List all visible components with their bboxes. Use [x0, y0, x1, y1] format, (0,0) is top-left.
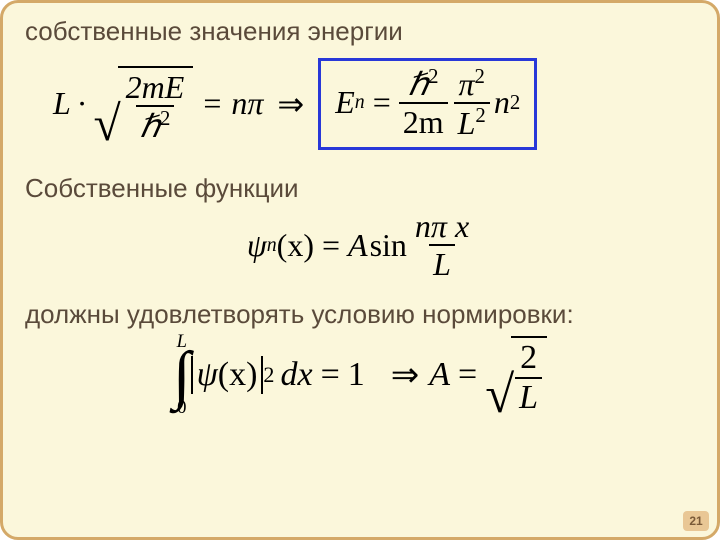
slide: собственные значения энергии L · √ 2mE ℏ…: [0, 0, 720, 540]
equation-eigenfunction: ψn (x) = A sin nπ x L: [25, 210, 695, 280]
sym-x: (x): [277, 227, 314, 264]
sym-eq4: =: [321, 356, 340, 394]
int-lower: 0: [177, 401, 186, 416]
sym-eq3: =: [322, 227, 340, 264]
sym-L2: L: [458, 105, 476, 141]
heading-eigenvalues: собственные значения энергии: [25, 15, 695, 48]
sup-2e: 2: [510, 91, 520, 115]
sym-pi: π: [247, 85, 263, 122]
sym-A: A: [348, 227, 368, 264]
sqrt-2-L: √ 2 L: [485, 336, 547, 415]
sym-E: E: [335, 84, 355, 121]
sup-2d: 2: [475, 104, 485, 127]
frac-pi2-L2: π2 L2: [454, 67, 490, 139]
sym-psi2: ψ: [197, 356, 218, 393]
den-L2: L: [515, 377, 542, 415]
sym-one: 1: [348, 356, 365, 394]
den-2m: 2m: [403, 104, 444, 140]
sym-A2: A: [429, 356, 450, 394]
text-normalization: должны удовлетворять условию нормировки:: [25, 298, 695, 331]
sym-pi2: π: [459, 66, 475, 102]
num-2: 2: [516, 341, 541, 377]
sym-eq1: =: [203, 85, 221, 122]
sym-hbar: ℏ: [140, 108, 160, 144]
sup-2a: 2: [160, 107, 170, 130]
sym-L: L: [53, 85, 71, 122]
sym-n: n: [231, 85, 247, 122]
sym-n2: n: [494, 84, 510, 121]
sym-eq5: =: [458, 356, 477, 394]
sup-2b: 2: [428, 65, 438, 88]
sub-n2: n: [267, 234, 277, 257]
equation-normalization: L ∫ 0 ψ(x) 2 dx = 1 ⇒ A = √ 2 L: [25, 335, 695, 417]
sup-2f: 2: [263, 362, 274, 388]
abs-psi: ψ(x): [191, 356, 264, 394]
sym-implies2: ⇒: [391, 355, 420, 395]
frac-npix-L: nπ x L: [411, 210, 473, 280]
sqrt-2mE-hbar2: √ 2mE ℏ2: [93, 66, 193, 142]
sup-2c: 2: [475, 65, 485, 88]
boxed-result: En = ℏ2 2m π2 L2 n2: [318, 58, 537, 150]
heading-eigenfunctions: Собственные функции: [25, 172, 695, 205]
sym-psi: ψ: [247, 227, 267, 264]
frac-hbar2-2m: ℏ2 2m: [399, 67, 448, 138]
sym-sin: sin: [370, 227, 407, 264]
sym-dot: ·: [77, 85, 88, 122]
integral: L ∫ 0: [173, 335, 191, 417]
den-L: L: [429, 244, 455, 280]
sym-dx: dx: [280, 356, 312, 394]
equation-energy-eigenvalues: L · √ 2mE ℏ2 = nπ ⇒ En = ℏ2 2m: [53, 58, 695, 150]
sym-eq2: =: [373, 84, 391, 121]
num-npix: nπ x: [411, 210, 473, 244]
sym-x2: (x): [218, 356, 258, 393]
page-number: 21: [683, 511, 709, 531]
sym-implies1: ⇒: [277, 85, 304, 123]
sub-n: n: [355, 91, 365, 114]
num-2mE: 2mE: [126, 69, 185, 105]
sym-hbar2: ℏ: [408, 66, 428, 102]
